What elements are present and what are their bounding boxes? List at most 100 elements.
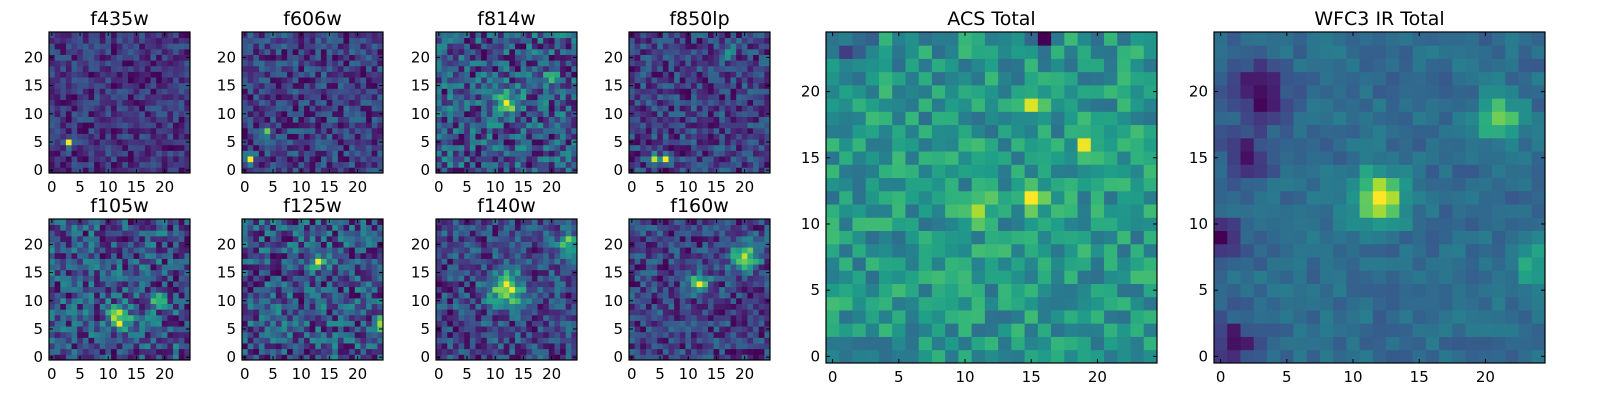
heatmap-cell — [105, 105, 112, 112]
heatmap-cell — [105, 235, 112, 242]
heatmap-cell — [730, 320, 737, 327]
heatmap-cell — [88, 354, 95, 361]
heatmap-cell — [144, 320, 151, 327]
heatmap-cell — [99, 292, 106, 299]
heatmap-cell — [173, 281, 180, 288]
heatmap-cell — [447, 247, 454, 254]
heatmap-cell — [691, 94, 698, 101]
heatmap-cell — [82, 326, 89, 333]
heatmap-cell — [332, 156, 339, 163]
heatmap-cell — [560, 224, 567, 231]
heatmap-cell — [371, 116, 378, 123]
heatmap-cell — [133, 224, 140, 231]
heatmap-cell — [253, 309, 260, 316]
heatmap-cell — [156, 122, 163, 129]
heatmap-cell — [287, 297, 294, 304]
heatmap-cell — [360, 303, 367, 310]
heatmap-cell — [481, 331, 488, 338]
heatmap-cell — [60, 116, 67, 123]
heatmap-cell — [475, 286, 482, 293]
heatmap-cell — [127, 48, 134, 55]
heatmap-cell — [88, 297, 95, 304]
heatmap-cell — [441, 144, 448, 151]
heatmap-cell — [492, 139, 499, 146]
heatmap-cell — [685, 54, 692, 61]
heatmap-cell — [741, 65, 748, 72]
heatmap-cell — [736, 309, 743, 316]
heatmap-cell — [71, 247, 78, 254]
heatmap-cell — [543, 303, 550, 310]
heatmap-cell — [111, 65, 118, 72]
heatmap-cell — [116, 60, 123, 67]
heatmap-cell — [354, 94, 361, 101]
heatmap-cell — [758, 94, 765, 101]
heatmap-cell — [736, 286, 743, 293]
heatmap-cell — [292, 139, 299, 146]
heatmap-cell — [441, 219, 448, 226]
heatmap-cell — [366, 139, 373, 146]
heatmap-cell — [77, 241, 84, 248]
heatmap-cell — [498, 230, 505, 237]
heatmap-cell — [724, 309, 731, 316]
heatmap-cell — [764, 48, 771, 55]
heatmap-cell — [105, 139, 112, 146]
heatmap-cell — [492, 309, 499, 316]
heatmap-cell — [133, 320, 140, 327]
heatmap-cell — [764, 99, 771, 106]
heatmap-cell — [173, 264, 180, 271]
heatmap-cell — [481, 43, 488, 50]
heatmap-cell — [275, 219, 282, 226]
heatmap-cell — [436, 224, 443, 231]
heatmap-cell — [481, 247, 488, 254]
heatmap-cell — [116, 71, 123, 78]
heatmap-cell — [753, 320, 760, 327]
heatmap-cell — [526, 54, 533, 61]
heatmap-cell — [144, 337, 151, 344]
heatmap-cell — [702, 326, 709, 333]
heatmap-cell — [332, 219, 339, 226]
heatmap-cell — [287, 354, 294, 361]
heatmap-cell — [554, 320, 561, 327]
heatmap-cell — [662, 32, 669, 39]
heatmap-cell — [332, 286, 339, 293]
heatmap-cell — [554, 343, 561, 350]
heatmap-cell — [173, 37, 180, 44]
heatmap-cell — [645, 60, 652, 67]
heatmap-cell — [713, 292, 720, 299]
heatmap-cell — [82, 167, 89, 174]
heatmap-cell — [548, 60, 555, 67]
heatmap-cell — [696, 60, 703, 67]
heatmap-cell — [105, 281, 112, 288]
heatmap-cell — [292, 60, 299, 67]
heatmap-cell — [156, 230, 163, 237]
heatmap-cell — [366, 314, 373, 321]
heatmap-cell — [253, 247, 260, 254]
heatmap-cell — [691, 337, 698, 344]
heatmap-cell — [565, 116, 572, 123]
heatmap-cell — [565, 54, 572, 61]
heatmap-cell — [447, 82, 454, 89]
heatmap-cell — [111, 241, 118, 248]
heatmap-cell — [469, 82, 476, 89]
heatmap-cell — [492, 326, 499, 333]
heatmap-cell — [730, 144, 737, 151]
heatmap-cell — [514, 224, 521, 231]
heatmap-cell — [662, 60, 669, 67]
heatmap-cell — [315, 230, 322, 237]
heatmap-cell — [371, 54, 378, 61]
heatmap-cell — [741, 99, 748, 106]
heatmap-cell — [520, 156, 527, 163]
heatmap-cell — [77, 320, 84, 327]
heatmap-cell — [520, 116, 527, 123]
heatmap-cell — [264, 122, 271, 129]
heatmap-cell — [173, 219, 180, 226]
heatmap-cell — [498, 354, 505, 361]
heatmap-cell — [99, 252, 106, 259]
heatmap-cell — [531, 110, 538, 117]
heatmap-cell — [696, 348, 703, 355]
heatmap-cell — [82, 247, 89, 254]
y-tick-label: 0 — [613, 161, 623, 179]
heatmap-cell — [88, 122, 95, 129]
heatmap-cell — [469, 37, 476, 44]
heatmap-cell — [65, 224, 72, 231]
